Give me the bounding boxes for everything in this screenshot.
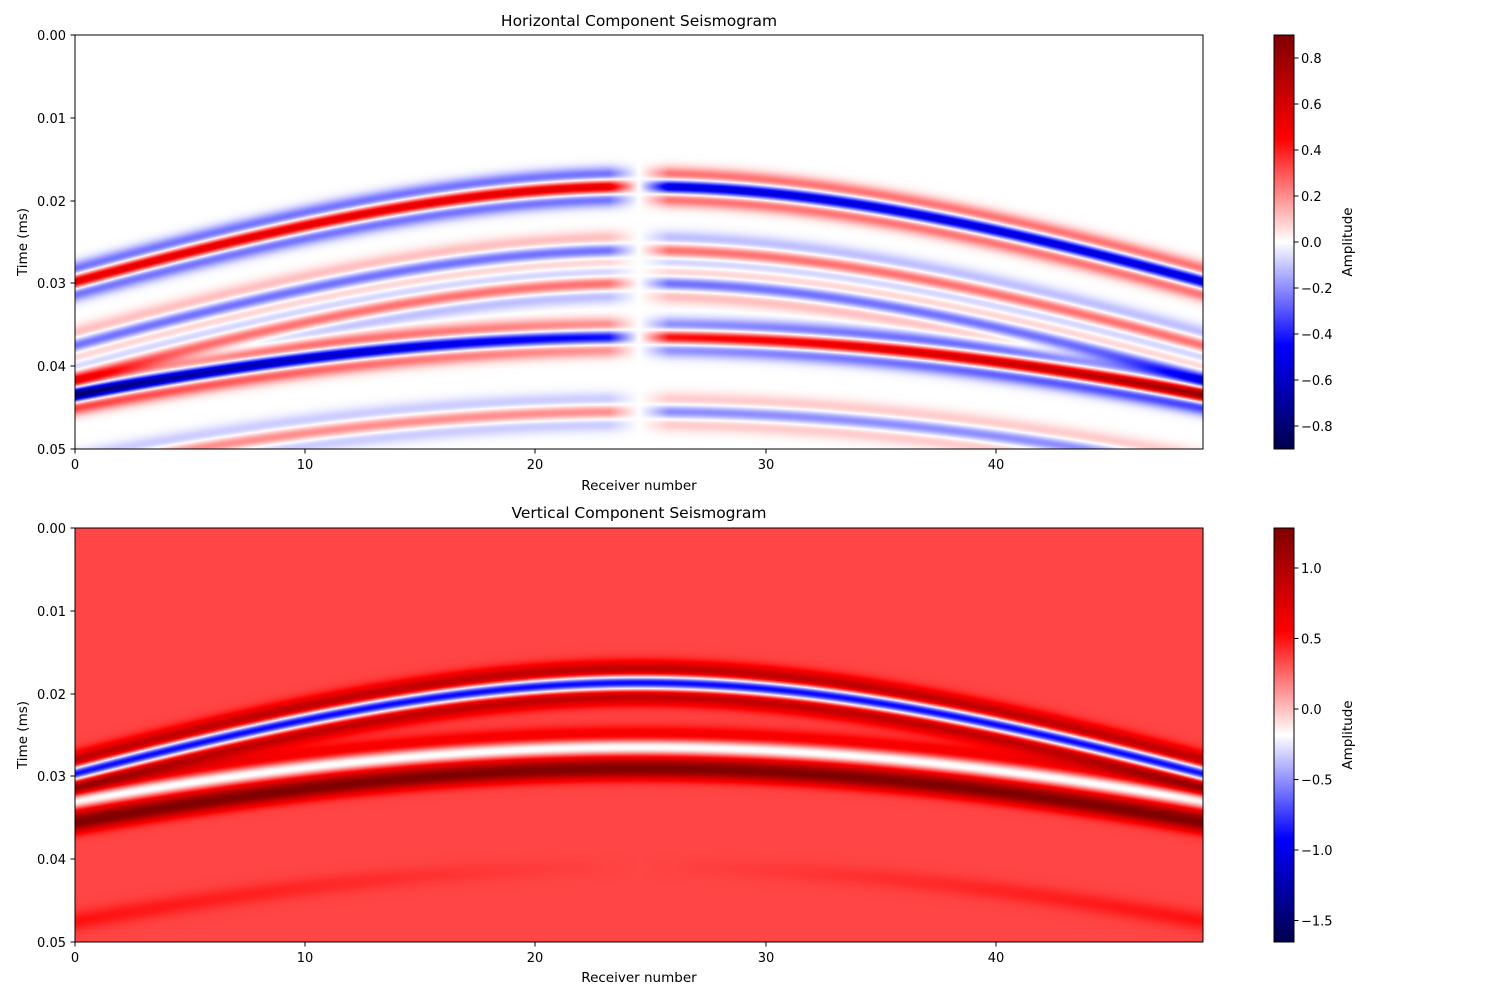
colorbar-label: Amplitude [1340, 700, 1356, 769]
x-tick-label: 40 [988, 458, 1005, 473]
colorbar-tick-label: 0.5 [1301, 633, 1322, 648]
y-tick-label: 0.00 [37, 29, 66, 44]
horizontal-seismogram-panel: Horizontal Component Seismogram 0 10 20 … [15, 12, 1356, 494]
y-tick-label: 0.04 [37, 360, 66, 375]
colorbar-tick-label: −0.4 [1301, 328, 1333, 343]
colorbar-vertical: 1.0 0.5 0.0 −0.5 −1.0 −1.5 Amplitude [1273, 527, 1356, 943]
y-axis-label: Time (ms) [15, 701, 31, 770]
y-tick-label: 0.01 [37, 605, 66, 620]
x-tick-label: 20 [527, 951, 544, 966]
colorbar-tick-label: −0.5 [1301, 774, 1333, 789]
x-axis-label: Receiver number [581, 478, 697, 494]
x-tick-label: 10 [297, 458, 314, 473]
y-tick-label: 0.02 [37, 195, 66, 210]
colorbar-tick-label: −1.5 [1301, 915, 1333, 930]
plot-frame [74, 34, 1204, 450]
x-tick-label: 0 [71, 458, 79, 473]
x-tick-label: 30 [758, 951, 775, 966]
colorbar-tick-label: 0.8 [1301, 52, 1322, 67]
y-tick-label: 0.04 [37, 853, 66, 868]
y-tick-label: 0.03 [37, 770, 66, 785]
x-axis-label: Receiver number [581, 970, 697, 986]
y-tick-label: 0.03 [37, 277, 66, 292]
x-tick-label: 40 [988, 951, 1005, 966]
y-tick-label: 0.05 [37, 443, 66, 458]
y-tick-label: 0.02 [37, 688, 66, 703]
colorbar-label: Amplitude [1340, 207, 1356, 276]
y-tick-label: 0.00 [37, 522, 66, 537]
colorbar-gradient [1273, 34, 1295, 450]
colorbar-tick-label: −0.6 [1301, 374, 1333, 389]
y-tick-label: 0.01 [37, 112, 66, 127]
colorbar-tick-label: 0.0 [1301, 703, 1322, 718]
colorbar-tick-label: 0.0 [1301, 236, 1322, 251]
x-axis: 0 10 20 30 40 Receiver number [71, 449, 1004, 494]
x-tick-label: 20 [527, 458, 544, 473]
colorbar-tick-label: 1.0 [1301, 562, 1322, 577]
x-tick-label: 10 [297, 951, 314, 966]
chart-title: Horizontal Component Seismogram [501, 12, 777, 30]
colorbar-tick-label: −0.2 [1301, 282, 1333, 297]
y-tick-label: 0.05 [37, 936, 66, 951]
plot-frame [74, 527, 1204, 943]
colorbar-gradient [1273, 527, 1295, 943]
colorbar-tick-label: −1.0 [1301, 844, 1333, 859]
x-axis: 0 10 20 30 40 Receiver number [71, 942, 1004, 986]
y-axis: 0.00 0.01 0.02 0.03 0.04 0.05 Time (ms) [15, 522, 75, 951]
y-axis-label: Time (ms) [15, 208, 31, 277]
colorbar-tick-label: 0.6 [1301, 98, 1322, 113]
colorbar-tick-label: 0.4 [1301, 144, 1322, 159]
chart-title: Vertical Component Seismogram [511, 504, 766, 522]
vertical-seismogram-panel: Vertical Component Seismogram 0 10 20 30… [15, 504, 1356, 986]
x-tick-label: 0 [71, 951, 79, 966]
x-tick-label: 30 [758, 458, 775, 473]
heatmap-image-horizontal [75, 35, 1203, 449]
colorbar-horizontal: 0.8 0.6 0.4 0.2 0.0 −0.2 −0.4 −0.6 −0.8 … [1273, 34, 1356, 450]
colorbar-tick-label: 0.2 [1301, 190, 1322, 205]
heatmap-image-vertical [75, 528, 1203, 942]
y-axis: 0.00 0.01 0.02 0.03 0.04 0.05 Time (ms) [15, 29, 75, 458]
colorbar-tick-label: −0.8 [1301, 420, 1333, 435]
